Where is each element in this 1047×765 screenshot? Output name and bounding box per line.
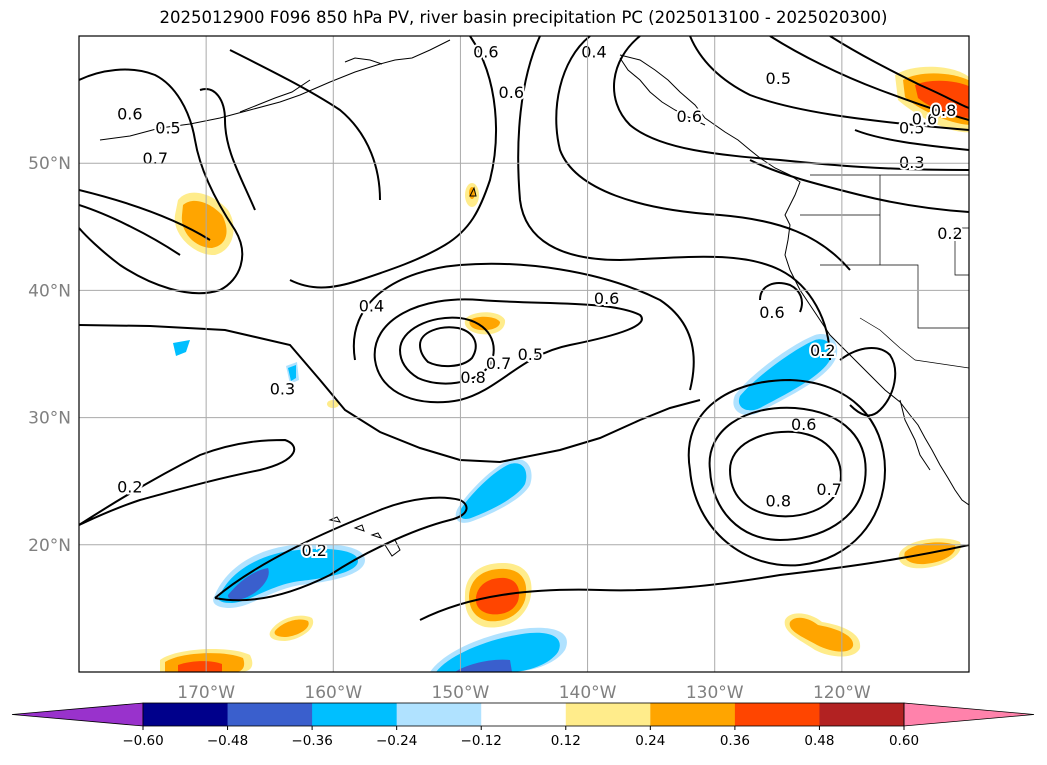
- colorbar-tick-label: −0.60: [122, 733, 163, 749]
- gridlines: [79, 36, 969, 672]
- contour-label: 0.7: [143, 149, 168, 168]
- contour-label: 0.6: [117, 105, 142, 124]
- colorbar-tick-label: 0.48: [804, 733, 834, 749]
- lat-tick-label: 20°N: [28, 536, 71, 556]
- contour-label: 0.5: [766, 69, 791, 88]
- coastlines: [99, 39, 969, 557]
- colorbar-segment: [565, 703, 651, 726]
- latitude-labels: 20°N 30°N 40°N 50°N: [28, 154, 71, 556]
- contour-label: 0.5: [899, 119, 924, 138]
- contour-label: 0.4: [581, 42, 606, 61]
- shade-negative: [173, 340, 190, 356]
- lon-tick-label: 130°W: [686, 683, 744, 703]
- colorbar-tick-label: 0.24: [635, 733, 665, 749]
- lon-tick-label: 120°W: [813, 683, 871, 703]
- shade-negative: [436, 632, 560, 672]
- contour-label: 0.7: [486, 354, 511, 373]
- colorbar-segment: [734, 703, 820, 726]
- lon-tick-label: 150°W: [432, 683, 490, 703]
- map-title: 2025012900 F096 850 hPa PV, river basin …: [159, 8, 888, 27]
- shade-positive: [274, 619, 309, 637]
- lon-tick-label: 170°W: [177, 683, 235, 703]
- longitude-labels: 170°W 160°W 150°W 140°W 130°W 120°W: [177, 683, 871, 703]
- lat-tick-label: 50°N: [28, 154, 71, 174]
- contour-label: 0.6: [759, 303, 784, 322]
- lon-tick-label: 160°W: [304, 683, 362, 703]
- colorbar-frame: [142, 702, 905, 727]
- colorbar-tick-label: −0.36: [291, 733, 332, 749]
- shade-positive: [181, 200, 227, 248]
- contour-label: 0.8: [460, 368, 485, 387]
- contour-label: 0.8: [931, 101, 956, 120]
- pv-contours: [79, 36, 969, 621]
- colorbar-segment: [227, 703, 313, 726]
- contour-label: 0.2: [937, 224, 962, 243]
- contour-label: 0.3: [270, 379, 295, 398]
- shade-positive: [789, 617, 854, 652]
- colorbar-segment: [650, 703, 736, 726]
- contour-label: 0.6: [499, 83, 524, 102]
- shade-positive: [178, 661, 222, 672]
- contour-label: 0.6: [677, 107, 702, 126]
- contour-label: 0.6: [912, 110, 937, 129]
- political-borders: [800, 174, 969, 369]
- shade-negative: [455, 659, 512, 672]
- map-frame: [78, 35, 970, 673]
- contour-label: 0.8: [766, 491, 791, 510]
- shade-positive: [469, 316, 500, 331]
- colorbar: −0.60 −0.48 −0.36 −0.24 −0.12 0.12 0.24 0.36 0.4…: [11, 702, 1035, 749]
- colorbar-segment: [143, 703, 229, 726]
- contour-label: 0.2: [810, 341, 835, 360]
- shade-negative: [288, 365, 296, 381]
- colorbar-extend-max: [903, 702, 1035, 727]
- contour-label: 0.5: [518, 345, 543, 364]
- contour-label: 0.5: [155, 119, 180, 138]
- colorbar-extend-min: [11, 702, 144, 727]
- contour-label: 0.6: [473, 42, 498, 61]
- contour-label: 0.4: [359, 297, 384, 316]
- contour-labels: 0.60.50.70.60.60.40.50.60.50.60.80.30.20…: [115, 40, 965, 562]
- precipitation-shading: [160, 66, 969, 672]
- contour-label: 0.3: [899, 153, 924, 172]
- shade-negative: [459, 463, 527, 519]
- shade-positive: [915, 80, 969, 118]
- colorbar-tick-label: −0.24: [376, 733, 417, 749]
- colorbar-tick-label: 0.12: [551, 733, 581, 749]
- colorbar-segment: [481, 703, 567, 726]
- shade-negative: [227, 568, 269, 600]
- contour-label: 0.2: [301, 541, 326, 560]
- contour-label: 0.6: [594, 289, 619, 308]
- contour-label: 0.2: [117, 477, 142, 496]
- colorbar-tick-label: 0.36: [720, 733, 750, 749]
- colorbar-tick-label: −0.48: [207, 733, 248, 749]
- contour-label: 0.7: [816, 480, 841, 499]
- lat-tick-label: 30°N: [28, 409, 71, 429]
- shade-negative: [738, 339, 833, 411]
- lon-tick-label: 140°W: [559, 683, 617, 703]
- lat-tick-label: 40°N: [28, 281, 71, 301]
- contour-label: 0.6: [791, 415, 816, 434]
- colorbar-tick-label: −0.12: [461, 733, 502, 749]
- colorbar-segment: [396, 703, 482, 726]
- colorbar-tick-label: 0.60: [889, 733, 919, 749]
- colorbar-segment: [819, 703, 905, 726]
- colorbar-segment: [312, 703, 398, 726]
- shade-negative: [810, 345, 822, 357]
